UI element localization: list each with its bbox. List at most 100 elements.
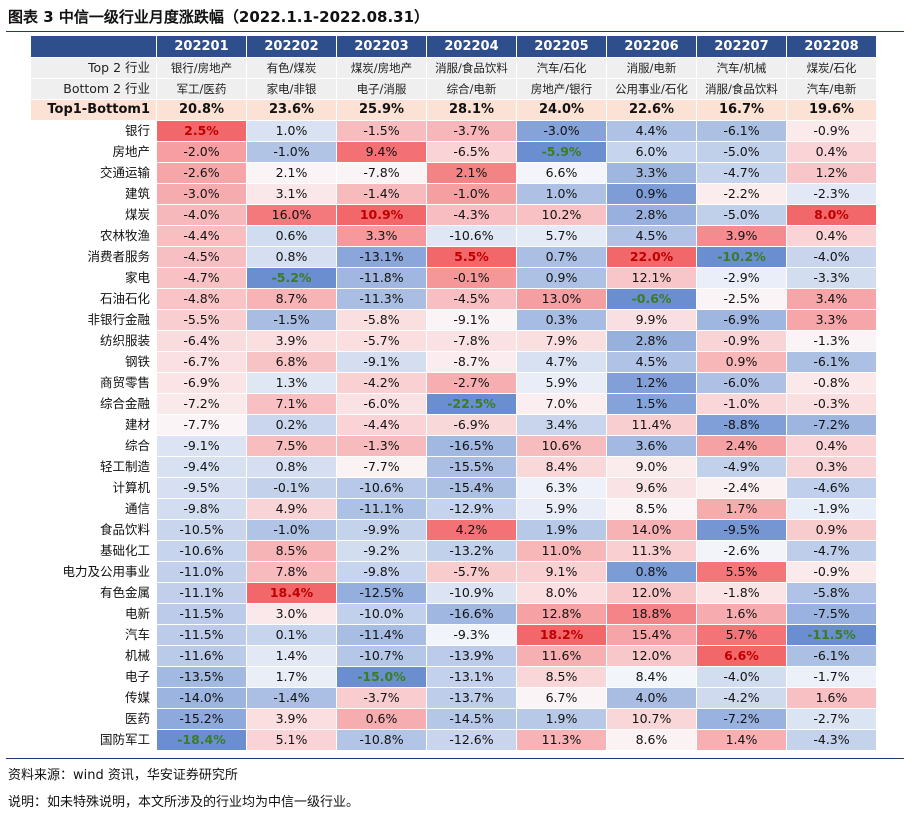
value-cell: 11.6% xyxy=(516,645,607,667)
bottom2-cell: 汽车/电新 xyxy=(786,78,877,100)
value-cell: 4.4% xyxy=(606,120,697,142)
value-cell: -7.5% xyxy=(786,603,877,625)
row-label: 建筑 xyxy=(30,183,157,205)
value-cell: 2.1% xyxy=(246,162,337,184)
value-cell: -5.0% xyxy=(696,204,787,226)
value-cell: -7.2% xyxy=(696,708,787,730)
spread-cell: 22.6% xyxy=(606,99,697,121)
value-cell: -10.6% xyxy=(156,540,247,562)
table-row: 电新 -11.5% 3.0% -10.0% -16.6% 12.8% 18.8% 1.6% -7… xyxy=(30,603,877,625)
value-cell: 15.4% xyxy=(606,624,697,646)
row-label: 交通运输 xyxy=(30,162,157,184)
row-label: 银行 xyxy=(30,120,157,142)
value-cell: -4.7% xyxy=(786,540,877,562)
table-row: 消费者服务 -4.5% 0.8% -13.1% 5.5% 0.7% 22.0% -10.2% -… xyxy=(30,246,877,268)
table-row: 轻工制造 -9.4% 0.8% -7.7% -15.5% 8.4% 9.0% -4.9% 0.3… xyxy=(30,456,877,478)
value-cell: -4.3% xyxy=(786,729,877,751)
value-cell: -15.5% xyxy=(426,456,517,478)
spread-label: Top1-Bottom1 xyxy=(30,99,157,121)
value-cell: -4.7% xyxy=(696,162,787,184)
top2-label: Top 2 行业 xyxy=(30,57,157,79)
value-cell: 8.7% xyxy=(246,288,337,310)
row-label: 轻工制造 xyxy=(30,456,157,478)
value-cell: 9.1% xyxy=(516,561,607,583)
spread-cell: 16.7% xyxy=(696,99,787,121)
value-cell: 4.7% xyxy=(516,351,607,373)
value-cell: -5.9% xyxy=(516,141,607,163)
table-row: 房地产 -2.0% -1.0% 9.4% -6.5% -5.9% 6.0% -5.0% 0.4% xyxy=(30,141,877,163)
column-header: 202205 xyxy=(516,35,607,58)
value-cell: -9.1% xyxy=(336,351,427,373)
value-cell: 8.4% xyxy=(516,456,607,478)
value-cell: -16.6% xyxy=(426,603,517,625)
value-cell: -7.2% xyxy=(786,414,877,436)
value-cell: -10.5% xyxy=(156,519,247,541)
value-cell: 0.3% xyxy=(786,456,877,478)
value-cell: -6.1% xyxy=(696,120,787,142)
spread-cell: 19.6% xyxy=(786,99,877,121)
value-cell: 2.1% xyxy=(426,162,517,184)
value-cell: 0.9% xyxy=(606,183,697,205)
value-cell: -15.2% xyxy=(156,708,247,730)
value-cell: 0.3% xyxy=(516,309,607,331)
value-cell: 7.5% xyxy=(246,435,337,457)
table-row: 食品饮料 -10.5% -1.0% -9.9% 4.2% 1.9% 14.0% -9.5% 0.… xyxy=(30,519,877,541)
value-cell: -9.2% xyxy=(336,540,427,562)
value-cell: -2.6% xyxy=(696,540,787,562)
row-label: 综合 xyxy=(30,435,157,457)
value-cell: -9.5% xyxy=(696,519,787,541)
value-cell: 0.6% xyxy=(246,225,337,247)
row-label: 建材 xyxy=(30,414,157,436)
value-cell: -7.8% xyxy=(426,330,517,352)
value-cell: -2.7% xyxy=(426,372,517,394)
value-cell: -9.8% xyxy=(156,498,247,520)
table-row: 银行 2.5% 1.0% -1.5% -3.7% -3.0% 4.4% -6.1% -0.9% xyxy=(30,120,877,142)
value-cell: 2.8% xyxy=(606,330,697,352)
value-cell: 10.9% xyxy=(336,204,427,226)
value-cell: -10.0% xyxy=(336,603,427,625)
value-cell: 6.6% xyxy=(696,645,787,667)
value-cell: -5.7% xyxy=(336,330,427,352)
value-cell: 5.9% xyxy=(516,372,607,394)
value-cell: -10.9% xyxy=(426,582,517,604)
value-cell: -1.7% xyxy=(786,666,877,688)
value-cell: -13.1% xyxy=(426,666,517,688)
value-cell: -11.6% xyxy=(156,645,247,667)
bottom2-cell: 公用事业/石化 xyxy=(606,78,697,100)
value-cell: -5.0% xyxy=(696,141,787,163)
row-label: 综合金融 xyxy=(30,393,157,415)
value-cell: -12.5% xyxy=(336,582,427,604)
value-cell: 7.0% xyxy=(516,393,607,415)
value-cell: 3.3% xyxy=(786,309,877,331)
value-cell: 9.9% xyxy=(606,309,697,331)
value-cell: -6.1% xyxy=(786,351,877,373)
value-cell: -5.7% xyxy=(426,561,517,583)
value-cell: 0.9% xyxy=(516,267,607,289)
value-cell: 3.4% xyxy=(786,288,877,310)
value-cell: -5.8% xyxy=(336,309,427,331)
value-cell: -10.2% xyxy=(696,246,787,268)
value-cell: 8.5% xyxy=(606,498,697,520)
row-label: 食品饮料 xyxy=(30,519,157,541)
value-cell: -11.1% xyxy=(156,582,247,604)
value-cell: -6.0% xyxy=(336,393,427,415)
value-cell: 0.6% xyxy=(336,708,427,730)
value-cell: 5.7% xyxy=(516,225,607,247)
table-row: 综合金融 -7.2% 7.1% -6.0% -22.5% 7.0% 1.5% -1.0% -0.… xyxy=(30,393,877,415)
value-cell: 6.6% xyxy=(516,162,607,184)
value-cell: 6.0% xyxy=(606,141,697,163)
table-row: 建材 -7.7% 0.2% -4.4% -6.9% 3.4% 11.4% -8.8% -7.2% xyxy=(30,414,877,436)
value-cell: 6.7% xyxy=(516,687,607,709)
value-cell: -1.5% xyxy=(336,120,427,142)
value-cell: -0.9% xyxy=(786,120,877,142)
value-cell: 1.2% xyxy=(606,372,697,394)
table-row: 计算机 -9.5% -0.1% -10.6% -15.4% 6.3% 9.6% -2.4% -4… xyxy=(30,477,877,499)
value-cell: -4.7% xyxy=(156,267,247,289)
value-cell: 0.8% xyxy=(606,561,697,583)
spread-cell: 25.9% xyxy=(336,99,427,121)
value-cell: 5.5% xyxy=(426,246,517,268)
value-cell: -7.7% xyxy=(156,414,247,436)
value-cell: -1.4% xyxy=(246,687,337,709)
table-row: 综合 -9.1% 7.5% -1.3% -16.5% 10.6% 3.6% 2.4% 0.4% xyxy=(30,435,877,457)
value-cell: -7.7% xyxy=(336,456,427,478)
